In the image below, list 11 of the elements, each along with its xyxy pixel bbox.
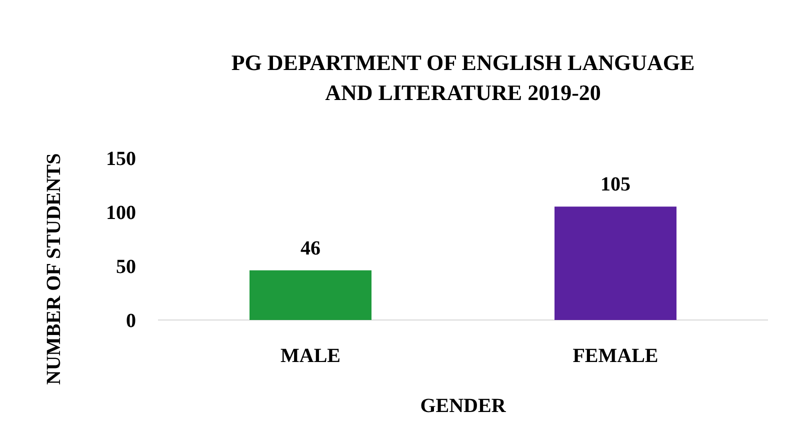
y-tick-label: 150 <box>106 148 136 170</box>
x-axis-title: GENDER <box>420 395 506 417</box>
y-tick-label: 50 <box>116 256 136 278</box>
data-label: 105 <box>600 174 630 196</box>
data-label: 46 <box>300 237 320 260</box>
x-tick-label: FEMALE <box>572 345 658 367</box>
y-axis-title: NUMBER OF STUDENTS <box>43 153 65 385</box>
y-tick-label: 100 <box>106 202 136 224</box>
x-tick-label: MALE <box>280 345 340 367</box>
y-tick-label: 0 <box>126 310 136 332</box>
chart-title: PG DEPARTMENT OF ENGLISH LANGUAGE AND LITERATURE 2019-20 <box>231 50 695 105</box>
